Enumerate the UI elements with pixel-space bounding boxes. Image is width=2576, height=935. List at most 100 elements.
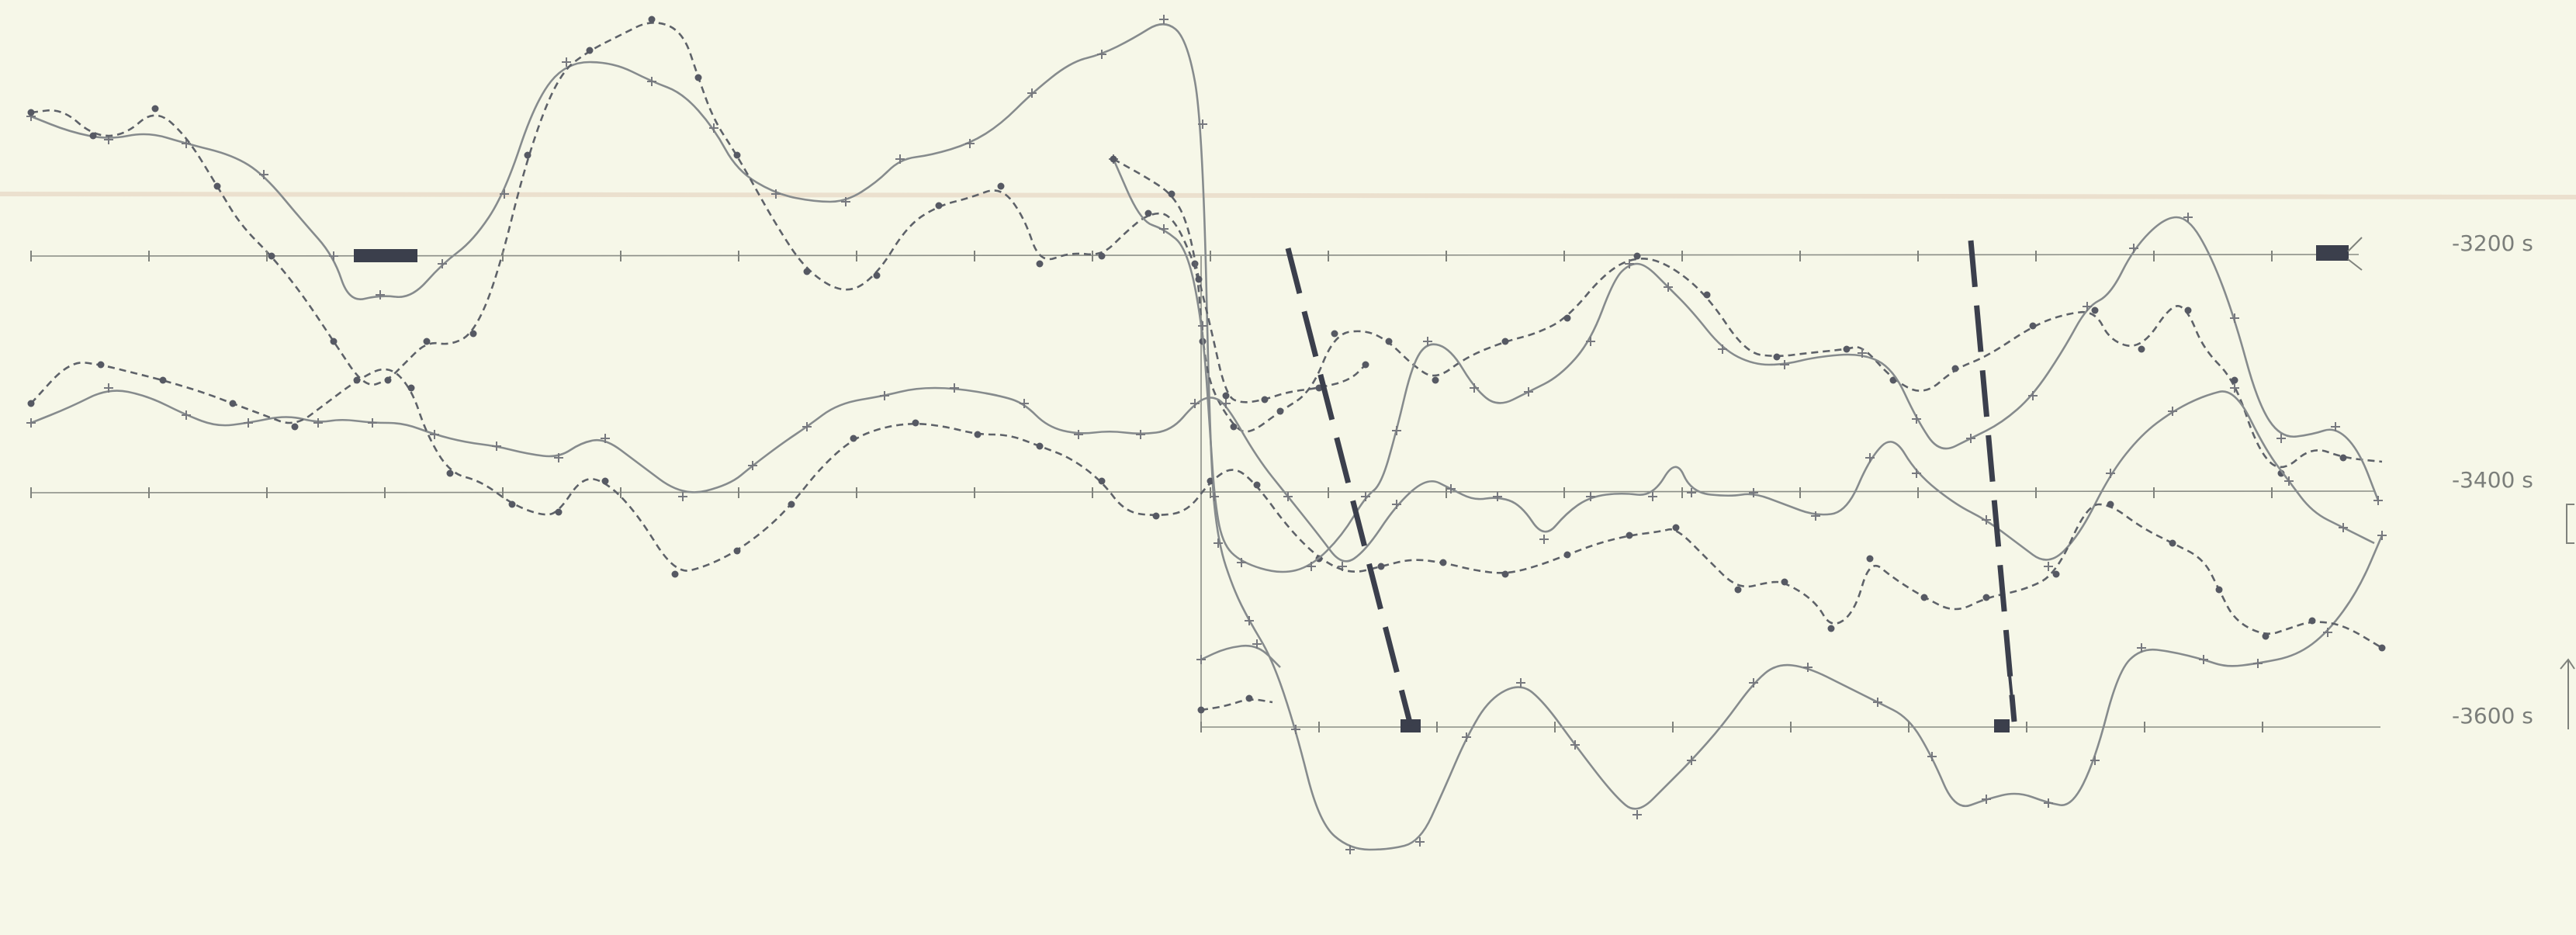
- trace-4-dot-marker: [1377, 563, 1385, 570]
- trace-4-dot-marker: [733, 547, 741, 555]
- trace-3-plus-marker: [1648, 492, 1657, 501]
- trace-1-plus-marker: [2377, 531, 2387, 540]
- trace-5-plus-marker: [1664, 282, 1673, 292]
- trace-1-plus-marker: [1159, 15, 1169, 24]
- trace-3-plus-marker: [1539, 535, 1549, 544]
- trace-1-plus-marker: [500, 189, 509, 199]
- trace-1-plus-marker: [771, 189, 781, 199]
- trace-2-dot-marker: [268, 252, 275, 260]
- trace-1-plus-marker: [259, 170, 268, 179]
- trace-2-dot-marker: [1703, 291, 1711, 299]
- trace-3-plus-marker: [430, 430, 439, 439]
- trace-4-dot-marker: [2052, 570, 2060, 578]
- trace-1-plus-marker: [1214, 538, 1223, 548]
- trace-1-plus-marker: [2137, 643, 2146, 653]
- trace-4-dot-marker: [1207, 477, 1214, 485]
- dash-stroke-2: [1968, 240, 2017, 722]
- trace-2-dot-marker: [873, 272, 881, 279]
- trace-4-dot-marker: [27, 400, 35, 407]
- trace-3-plus-marker: [2339, 523, 2348, 532]
- trace-5-plus-marker: [1586, 337, 1595, 346]
- trace-1-plus-marker: [895, 154, 905, 164]
- trace-5-plus-marker: [2083, 302, 2092, 311]
- tick-group: [30, 251, 2273, 732]
- marker-bar-4: [1994, 719, 2010, 732]
- trace-2-dot-marker: [586, 47, 594, 54]
- trace-4-dot-marker: [1626, 532, 1633, 539]
- trace-2-dot-marker: [423, 338, 431, 345]
- trace-5-plus-marker: [1912, 414, 1921, 424]
- trace-1-plus-marker: [841, 197, 850, 206]
- trace-1-plus-marker: [1570, 740, 1580, 750]
- trace-1-plus-marker: [647, 77, 656, 86]
- trace-2-dot-marker: [997, 182, 1005, 190]
- trace-5-plus-marker: [1159, 224, 1169, 234]
- dash-stroke-1: [1285, 248, 1414, 726]
- trace-1-plus-marker: [1245, 616, 1254, 625]
- trace-2-dot-marker: [733, 151, 741, 159]
- trace-3-plus-marker: [1687, 488, 1696, 497]
- trace-4-dot-marker: [1501, 570, 1509, 578]
- trace-3-plus-marker: [748, 461, 757, 470]
- trace-5-plus-marker: [1858, 348, 1867, 358]
- trace-4-dot-marker: [97, 361, 105, 369]
- trace-2-dot-marker: [1331, 330, 1338, 338]
- trace-4-dot-marker: [1827, 625, 1835, 632]
- trace-2-dot-marker: [1276, 407, 1284, 415]
- trace-3-plus-marker: [678, 492, 687, 501]
- trace-4-dot-marker: [1672, 524, 1680, 532]
- trace-4-dot-marker: [1982, 594, 1990, 601]
- trace-3-plus-marker: [182, 410, 191, 420]
- bracket-middle: [2566, 504, 2574, 544]
- trace-1-plus-marker: [965, 139, 975, 148]
- trace-5-plus-marker: [1361, 492, 1370, 501]
- trace-4-dot-marker: [555, 508, 563, 516]
- trace-4-dot-marker: [974, 431, 982, 438]
- trace-4-dot-marker: [1036, 442, 1044, 450]
- ref-label-upper: -3200 s: [2452, 230, 2533, 256]
- trace-7-dashed: [1200, 698, 1273, 712]
- trace-1-plus-marker: [2253, 659, 2263, 668]
- trace-3-plus-marker: [1020, 399, 1029, 408]
- trace-4-dot-marker: [850, 435, 857, 442]
- trace-1-plus-marker: [1291, 725, 1300, 734]
- trace-2-dot-marker: [27, 109, 35, 116]
- trace-1-plus-marker: [2090, 756, 2100, 765]
- trace-3-plus-marker: [1074, 430, 1083, 439]
- trace-3-plus-marker: [802, 422, 812, 431]
- trace-2-dot-marker: [89, 132, 97, 140]
- trace-3-plus-marker: [1136, 430, 1145, 439]
- trace-2-dashed: [30, 22, 2383, 469]
- trace-3-plus-marker: [1392, 500, 1401, 509]
- trace-5-solid: [1112, 158, 2380, 573]
- trace-8-dot-marker: [1110, 155, 1117, 163]
- trace-1-plus-marker: [1027, 88, 1037, 98]
- trace-4-dot-marker: [1781, 578, 1788, 586]
- bracket-lower: [2560, 658, 2575, 729]
- trace-8-dot-marker: [1195, 275, 1203, 283]
- trace-3-plus-marker: [492, 442, 501, 451]
- trace-group: [26, 15, 2387, 854]
- trace-5-plus-marker: [1524, 387, 1533, 397]
- trace-4-dot-marker: [353, 376, 361, 384]
- trace-2-dot-marker: [2231, 376, 2238, 384]
- trace-5-plus-marker: [2277, 434, 2286, 443]
- trace-5-plus-marker: [1423, 337, 1432, 346]
- trace-3-solid: [30, 386, 2375, 563]
- trace-1-plus-marker: [1345, 845, 1355, 854]
- trace-4-dot-marker: [291, 423, 299, 431]
- trace-3-plus-marker: [26, 418, 36, 428]
- trace-3-plus-marker: [880, 391, 889, 400]
- trace-8-dot-marker: [1222, 392, 1230, 400]
- trace-4-dot-marker: [2107, 500, 2114, 508]
- trace-5-plus-marker: [1966, 434, 1975, 443]
- trace-2-dot-marker: [1563, 314, 1571, 322]
- trace-1-plus-marker: [1198, 119, 1207, 129]
- trace-4-dot-marker: [1253, 481, 1261, 489]
- trace-2-dot-marker: [1230, 423, 1238, 431]
- trace-4-dot-marker: [1152, 512, 1160, 520]
- trace-2-dot-marker: [2091, 306, 2099, 314]
- trace-3-plus-marker: [1221, 399, 1231, 408]
- trace-1-plus-marker: [1873, 698, 1882, 707]
- trace-2-dot-marker: [2029, 322, 2037, 330]
